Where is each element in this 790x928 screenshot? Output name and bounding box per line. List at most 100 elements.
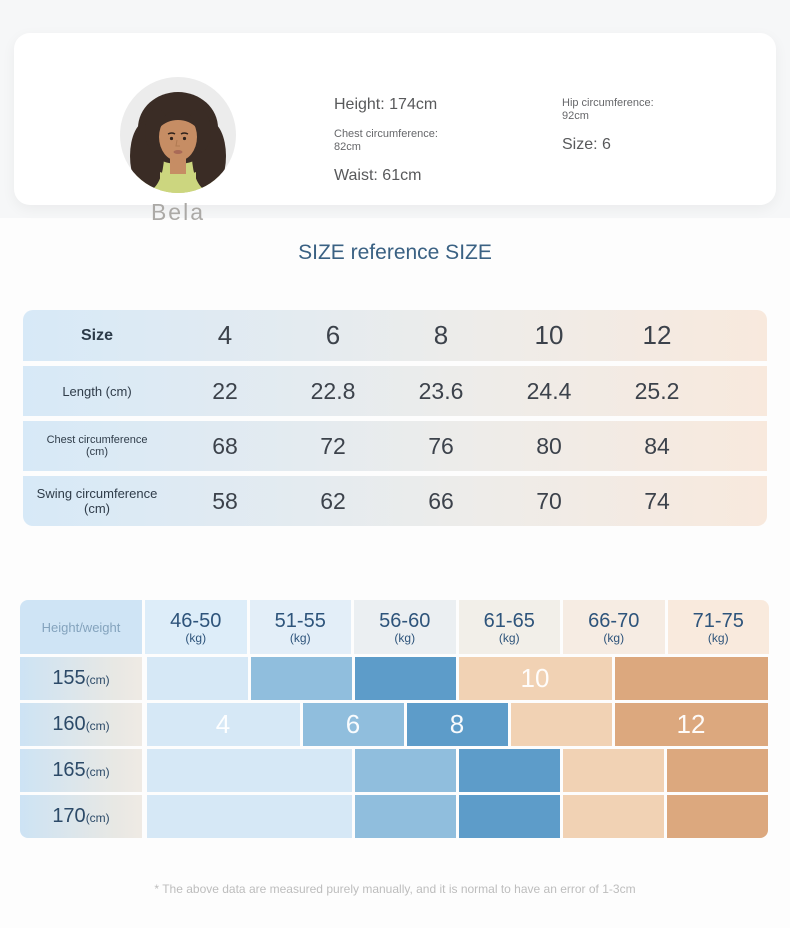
matrix-size-cell	[458, 749, 560, 792]
matrix-weight-unit: (kg)	[289, 630, 311, 645]
matrix-weight-unit: (kg)	[603, 630, 625, 645]
matrix-size-cell	[562, 795, 664, 838]
size-table-header-value: 10	[534, 320, 564, 350]
size-table-row-label: Chest circumference (cm)	[46, 434, 148, 458]
model-avatar	[119, 76, 237, 194]
model-stat: Waist: 61cm	[334, 167, 422, 184]
matrix-height-unit: (cm)	[85, 673, 110, 687]
size-table-cell-value: 72	[320, 432, 346, 459]
size-table-row-label: Length (cm)	[62, 383, 132, 399]
matrix-size-cell	[146, 795, 352, 838]
matrix-weight-range: 46-50	[170, 609, 222, 632]
matrix-weight-header: 51-55 (kg)	[249, 600, 351, 654]
model-stat: Chest circumference: 82cm	[334, 128, 438, 153]
matrix-height-label: 170 (cm)	[20, 795, 142, 838]
matrix-size-cell	[666, 749, 768, 792]
matrix-size-cell	[146, 749, 352, 792]
matrix-size-cell	[458, 795, 560, 838]
matrix-weight-header: 56-60 (kg)	[354, 600, 456, 654]
size-table-cell-value: 66	[428, 487, 454, 514]
section-title: SIZE reference SIZE	[298, 241, 492, 264]
matrix-height-label: 155 (cm)	[20, 657, 142, 700]
matrix-height-value: 160	[52, 713, 86, 735]
size-table-cell-value: 76	[428, 432, 454, 459]
model-stat: Hip circumference: 92cm	[562, 97, 654, 122]
model-name: Bela	[150, 199, 206, 225]
matrix-weight-unit: (kg)	[185, 630, 207, 645]
matrix-weight-header: 71-75 (kg)	[667, 600, 769, 654]
matrix-height-unit: (cm)	[85, 719, 110, 733]
model-stats-column-2: Hip circumference: 92cm Size: 6	[562, 95, 762, 166]
size-table-cell-value: 62	[320, 487, 346, 514]
matrix-header-row: Height/weight 46-50 (kg) 51-55 (kg) 56-60 (kg)…	[20, 600, 769, 654]
footnote: * The above data are measured purely man…	[154, 882, 636, 896]
matrix-size-cell	[562, 749, 664, 792]
matrix-size-cell	[614, 657, 768, 700]
model-card: Bela Height: 174cm Chest circumference: 8…	[14, 33, 776, 225]
matrix-weight-header: 66-70 (kg)	[563, 600, 665, 654]
size-table-cell-value: 68	[212, 432, 238, 459]
matrix-size-cell	[354, 657, 456, 700]
matrix-weight-range: 51-55	[274, 609, 326, 632]
size-table-cell-value: 70	[536, 487, 562, 514]
matrix-weight-range: 61-65	[483, 609, 535, 632]
matrix-row: 160 (cm) 4 6 8 12	[20, 703, 769, 746]
matrix-size-cell	[354, 749, 456, 792]
size-table-row: Swing circumference (cm) 58 62 66 70 74	[23, 476, 767, 526]
size-table-header-label: Size	[80, 326, 113, 344]
matrix-size-cell	[510, 703, 612, 746]
matrix-size-cell	[250, 657, 352, 700]
matrix-corner-label: Height/weight	[20, 600, 142, 654]
size-table-cell-value: 24.4	[526, 377, 572, 404]
matrix-weight-unit: (kg)	[498, 630, 520, 645]
height-weight-matrix: Height/weight 46-50 (kg) 51-55 (kg) 56-60 (kg)…	[20, 600, 769, 838]
matrix-weight-range: 56-60	[379, 609, 431, 632]
size-table-cell-value: 84	[644, 432, 670, 459]
matrix-size-cell-6: 6	[302, 703, 404, 746]
size-table-header-value: 12	[642, 320, 672, 350]
matrix-weight-unit: (kg)	[707, 630, 729, 645]
model-avatar-image	[120, 77, 236, 193]
matrix-height-unit: (cm)	[85, 811, 110, 825]
size-table-header-row: Size 4 6 8 10 12	[23, 310, 767, 361]
matrix-height-value: 155	[52, 667, 86, 689]
size-table-row: Length (cm) 22 22.8 23.6 24.4 25.2	[23, 366, 767, 416]
size-table-cell-value: 74	[644, 487, 670, 514]
size-table-cell-value: 23.6	[418, 377, 464, 404]
matrix-size-cell-4: 4	[146, 703, 300, 746]
matrix-size-cell	[354, 795, 456, 838]
matrix-weight-range: 71-75	[692, 609, 744, 632]
matrix-size-cell	[666, 795, 768, 838]
model-stat: Size: 6	[562, 136, 611, 153]
size-table-cell-value: 22.8	[310, 377, 356, 404]
size-table-cell-value: 80	[536, 432, 562, 459]
size-table-header-value: 4	[217, 320, 233, 350]
size-table-cell-value: 25.2	[634, 377, 680, 404]
size-table-header-value: 6	[325, 320, 341, 350]
model-stats-column-1: Height: 174cm Chest circumference: 82cm Wa…	[334, 95, 534, 197]
size-table-header-value: 8	[433, 320, 449, 350]
matrix-row: 155 (cm) 10	[20, 657, 769, 700]
matrix-height-label: 160 (cm)	[20, 703, 142, 746]
model-stat: Height: 174cm	[334, 96, 438, 113]
size-table-row-label: Swing circumference (cm)	[36, 486, 158, 516]
size-table-cell-value: 22	[212, 377, 238, 404]
matrix-weight-unit: (kg)	[394, 630, 416, 645]
matrix-weight-range: 66-70	[588, 609, 640, 632]
matrix-size-cell-12: 12	[614, 703, 768, 746]
matrix-height-label: 165 (cm)	[20, 749, 142, 792]
matrix-weight-header: 46-50 (kg)	[145, 600, 247, 654]
size-table-cell-value: 58	[212, 487, 238, 514]
size-table-row: Chest circumference (cm) 68 72 76 80 84	[23, 421, 767, 471]
matrix-weight-header: 61-65 (kg)	[458, 600, 560, 654]
matrix-row: 165 (cm)	[20, 749, 769, 792]
matrix-row: 170 (cm)	[20, 795, 769, 838]
matrix-size-cell-8: 8	[406, 703, 508, 746]
matrix-height-value: 165	[52, 759, 86, 781]
size-reference-table: Size 4 6 8 10 12 Length (cm) 22 22.8 23.6 24.4 25.2…	[23, 310, 767, 526]
matrix-size-cell-10: 10	[458, 657, 612, 700]
matrix-height-unit: (cm)	[85, 765, 110, 779]
matrix-size-cell	[146, 657, 248, 700]
matrix-height-value: 170	[52, 805, 86, 827]
